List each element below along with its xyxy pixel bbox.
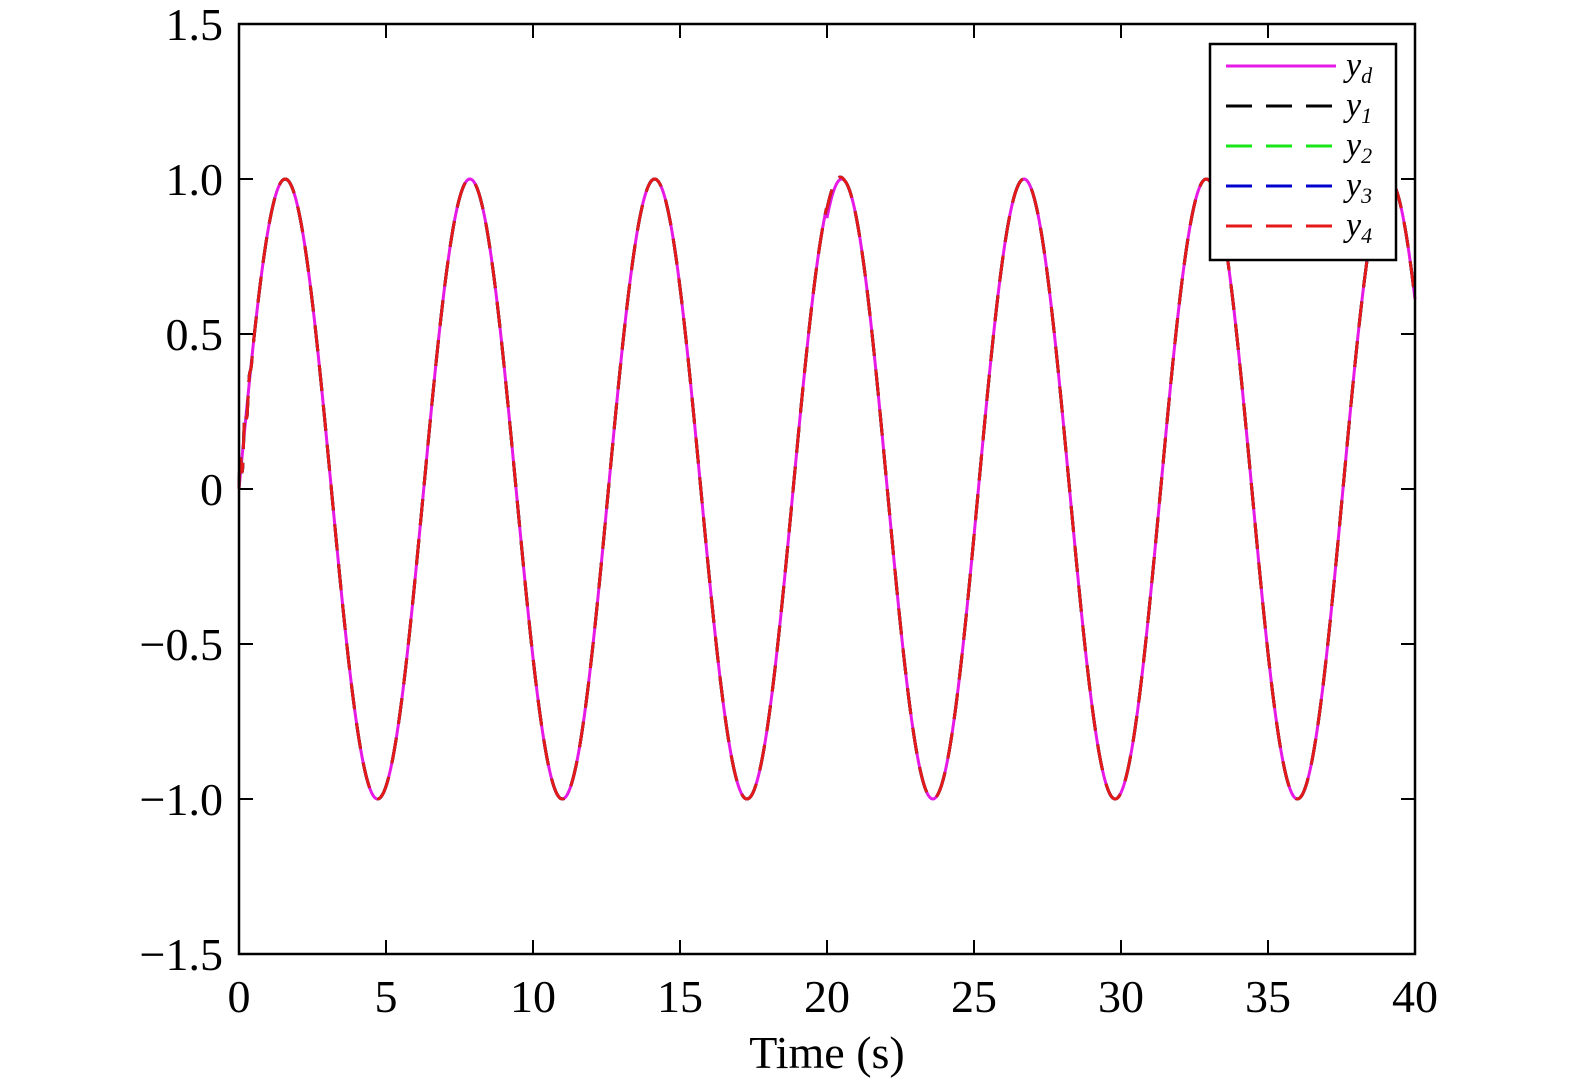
legend-label-y-3: y3 [1343,167,1372,208]
series-line-y-2 [237,175,1417,801]
y-ticks: −1.5 −1.0 −0.5 0 0.5 1.0 1.5 [140,0,1415,980]
legend-label-y-4: y4 [1343,207,1372,248]
series-line-y-1 [237,175,1417,801]
y-tick-label: −0.5 [140,619,223,670]
x-tick-label: 15 [657,971,703,1022]
x-tick-label: 25 [951,971,997,1022]
x-axis-label: Time (s) [749,1027,905,1078]
y-tick-label: 0.5 [166,309,224,360]
legend-label-y-1: y1 [1343,87,1372,128]
series-line-y-d [237,177,1417,801]
x-tick-label: 20 [804,971,850,1022]
y-tick-label: 1.5 [166,0,224,50]
x-tick-label: 40 [1392,971,1438,1022]
plot-lines [237,175,1417,801]
series-line-y-4 [237,175,1417,801]
legend-label-y-d: yd [1343,47,1373,88]
legend-box [1208,42,1398,262]
y-tick-label: 0 [200,464,223,515]
y-tick-label: −1.5 [140,929,223,980]
x-ticks: 0 5 10 15 20 25 30 35 40 [228,24,1438,1022]
x-tick-label: 0 [228,971,251,1022]
x-tick-label: 10 [510,971,556,1022]
x-tick-label: 35 [1245,971,1291,1022]
y-tick-label: 1.0 [166,154,224,205]
x-tick-label: 5 [375,971,398,1022]
y-tick-label: −1.0 [140,774,223,825]
x-tick-label: 30 [1098,971,1144,1022]
legend-label-y-2: y2 [1343,127,1372,168]
series-line-y-3 [237,175,1417,801]
